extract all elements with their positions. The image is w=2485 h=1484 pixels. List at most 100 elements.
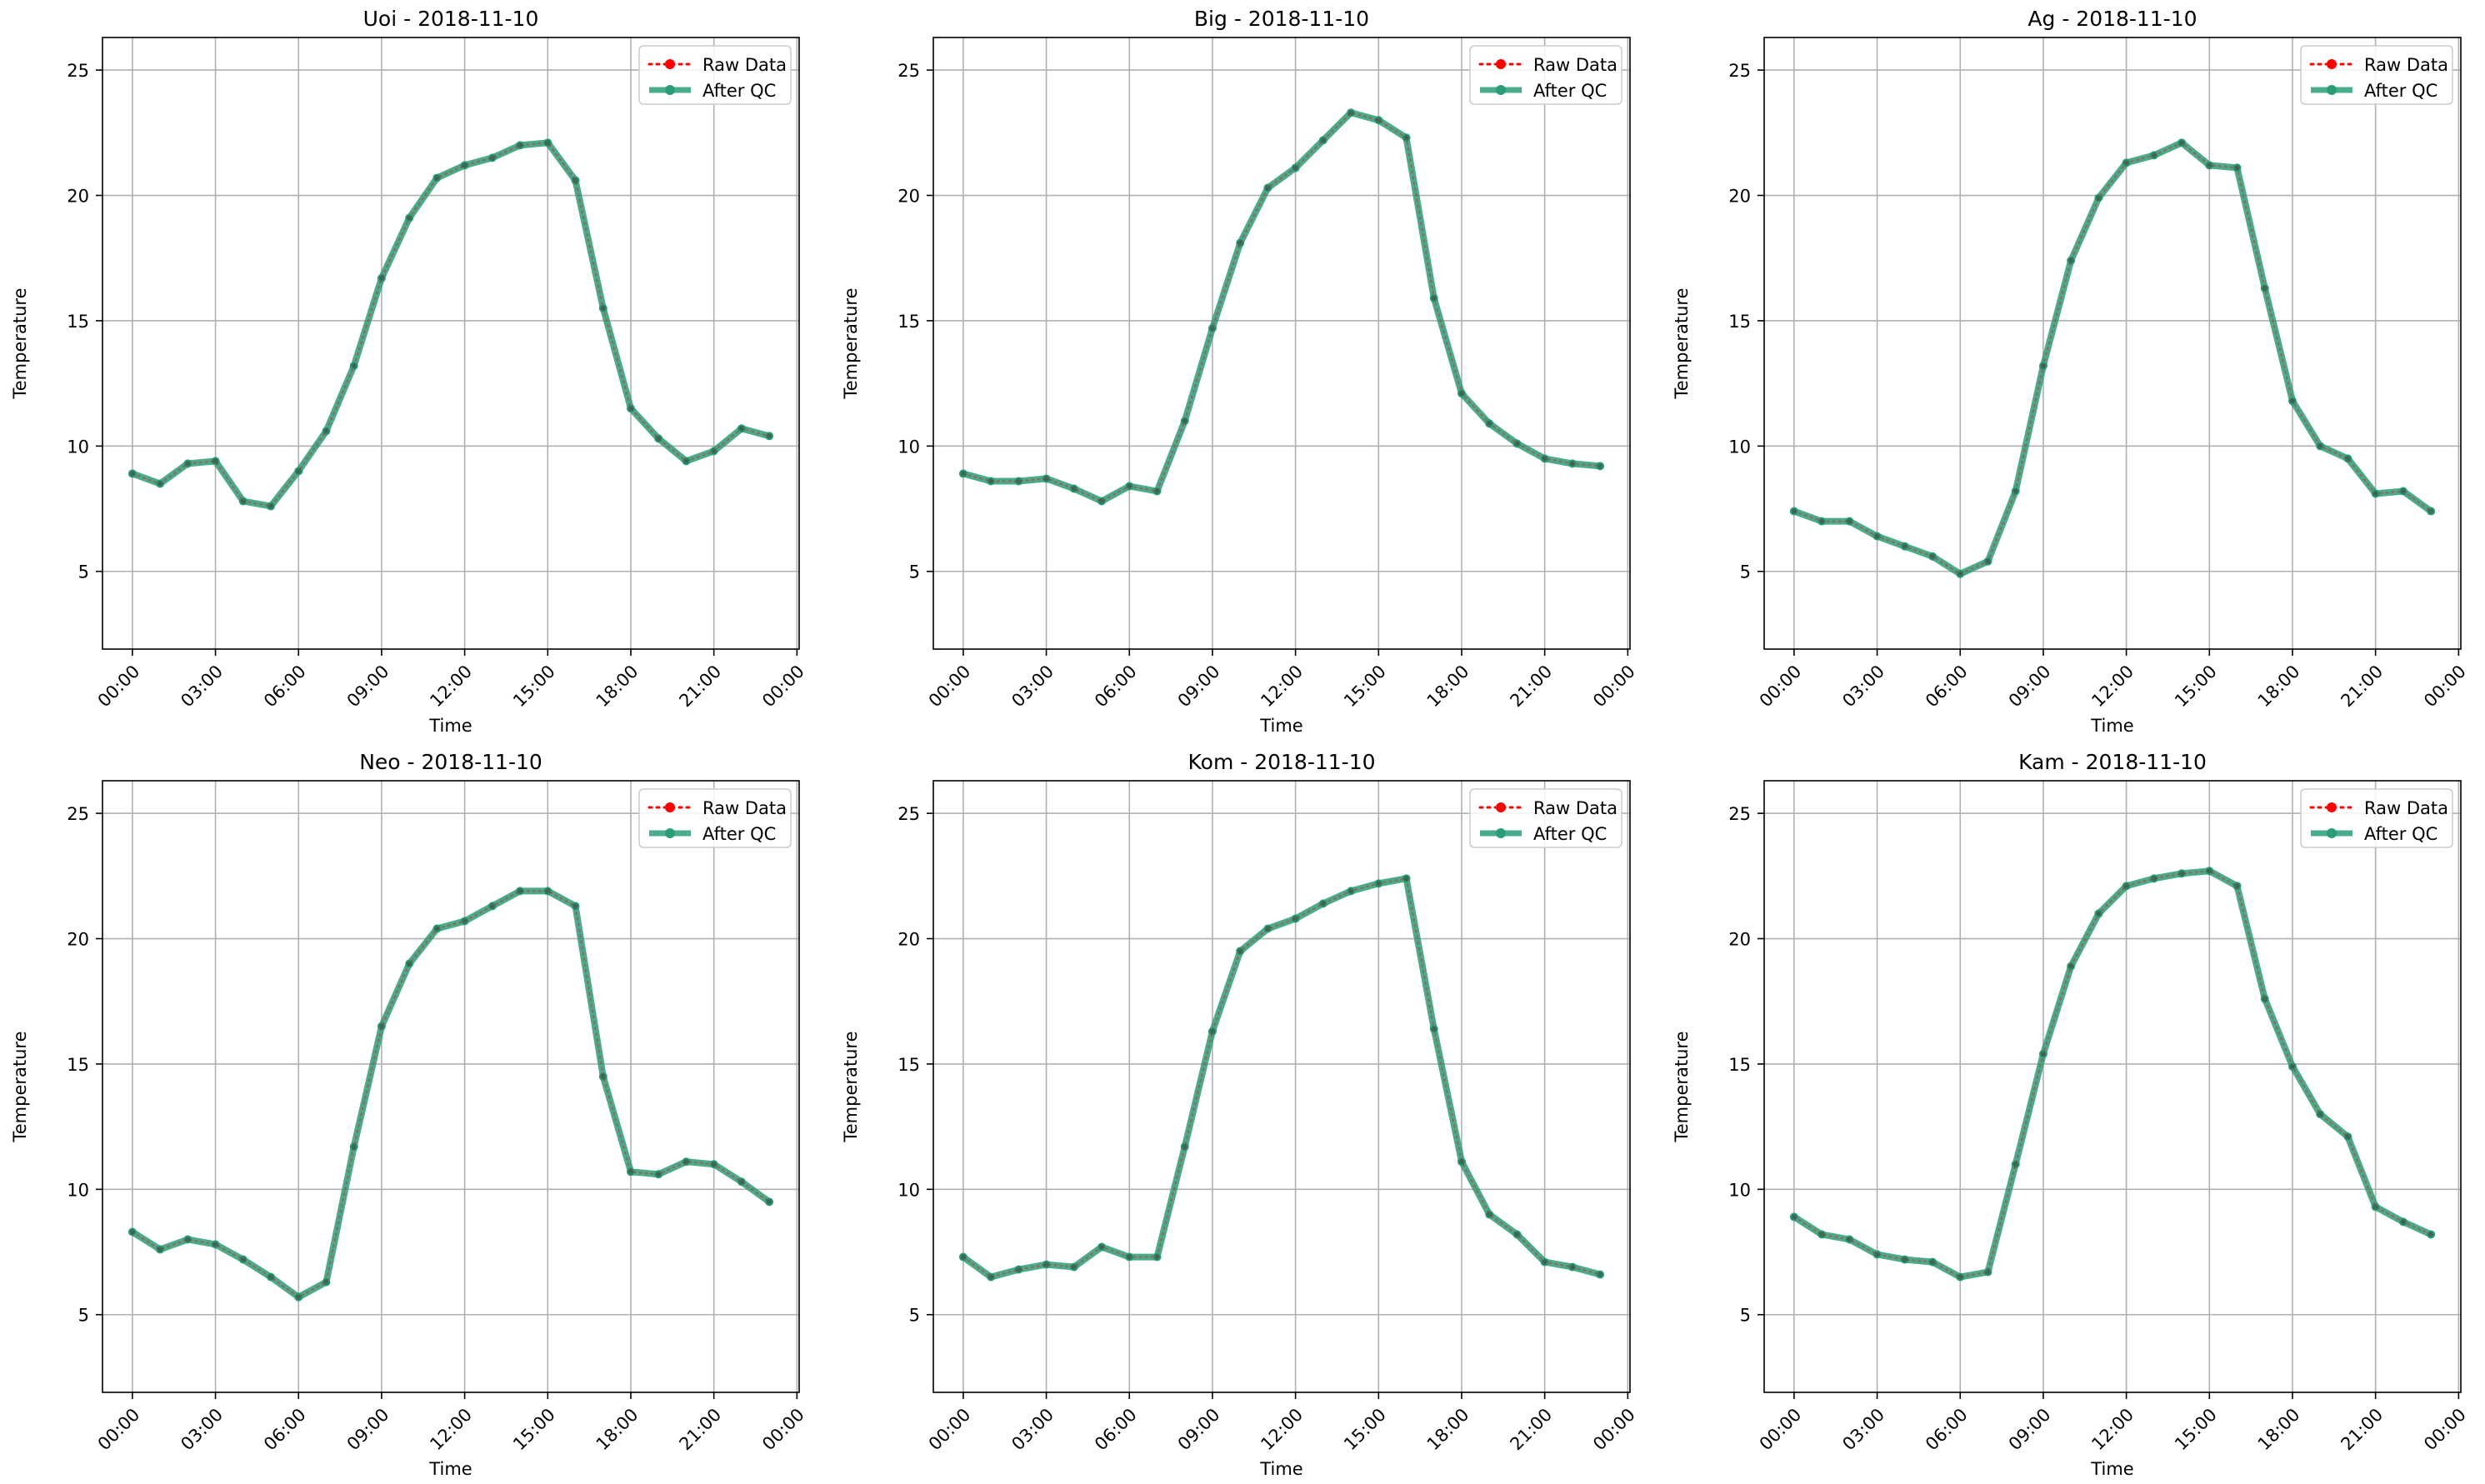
y-tick-label: 25 [1728, 804, 1751, 824]
x-tick-label: 09:00 [2005, 1405, 2055, 1455]
data-point-raw-data [157, 481, 163, 487]
legend-marker-raw-data [1496, 802, 1506, 812]
y-tick-label: 5 [1740, 1306, 1751, 1326]
x-tick-label: 12:00 [1257, 662, 1307, 712]
data-point-raw-data [2178, 871, 2185, 877]
data-point-raw-data [434, 175, 440, 181]
data-point-raw-data [2289, 1063, 2296, 1070]
data-point-raw-data [1431, 1026, 1437, 1032]
x-tick-label: 03:00 [177, 1405, 227, 1455]
data-point-raw-data [988, 478, 994, 484]
data-point-raw-data [517, 142, 523, 148]
data-point-raw-data [1929, 1259, 1936, 1265]
data-point-raw-data [1818, 1232, 1825, 1237]
data-point-raw-data [296, 1294, 302, 1300]
y-axis-label: Temperature [841, 287, 861, 399]
data-point-raw-data [600, 305, 606, 312]
legend-marker-after-qc [665, 828, 675, 838]
series-line-after-qc [1790, 139, 2435, 577]
data-point-raw-data [1847, 518, 1852, 524]
x-tick-label: 12:00 [2088, 662, 2138, 712]
x-axis-label: Time [428, 716, 472, 736]
data-point-raw-data [1265, 926, 1271, 932]
data-point-raw-data [1043, 476, 1049, 482]
x-tick-label: 15:00 [1340, 1405, 1390, 1455]
data-point-raw-data [1154, 1254, 1160, 1260]
legend-label-after-qc: After QC [2364, 824, 2438, 844]
data-point-raw-data [738, 426, 745, 432]
x-tick-label: 03:00 [1838, 662, 1888, 712]
chart-title: Uoi - 2018-11-10 [363, 7, 539, 31]
x-tick-label: 09:00 [343, 1405, 393, 1455]
data-point-raw-data [1403, 135, 1409, 141]
x-tick-label: 21:00 [2337, 662, 2387, 712]
x-tick-label: 00:00 [1756, 1405, 1806, 1455]
chart-title: Kam - 2018-11-10 [2018, 750, 2207, 774]
series-line-after-qc [128, 887, 773, 1301]
chart-panel: 5 10 15 20 25 00:00 03:00 06:00 09:00 12:00 15:00 1… [1672, 750, 2470, 1479]
data-point-raw-data [1791, 508, 1798, 514]
data-point-raw-data [1874, 533, 1880, 539]
data-point-raw-data [2428, 508, 2434, 514]
legend-marker-raw-data [2327, 59, 2337, 69]
data-point-raw-data [2096, 195, 2102, 201]
data-point-raw-data [1542, 1259, 1548, 1265]
data-point-raw-data [1403, 876, 1409, 882]
data-point-raw-data [351, 1143, 357, 1150]
x-tick-label: 06:00 [1922, 662, 1972, 712]
data-point-raw-data [129, 471, 136, 477]
y-tick-label: 20 [898, 187, 920, 207]
data-point-raw-data [1154, 488, 1160, 494]
x-tick-label: 00:00 [1756, 662, 1806, 712]
data-point-raw-data [1902, 1257, 1908, 1262]
data-point-raw-data [517, 888, 523, 894]
data-point-raw-data [960, 1254, 967, 1260]
data-point-raw-data [185, 1237, 191, 1242]
legend-marker-raw-data [665, 59, 675, 69]
data-point-raw-data [766, 433, 772, 439]
x-tick-label: 00:00 [1589, 662, 1639, 712]
data-point-raw-data [1071, 486, 1077, 492]
data-point-raw-data [2040, 1051, 2047, 1057]
y-tick-label: 10 [898, 1180, 920, 1200]
x-tick-label: 06:00 [1922, 1405, 1972, 1455]
y-axis-label: Temperature [1672, 287, 1692, 399]
series-line-raw-data [131, 141, 771, 507]
data-point-raw-data [406, 961, 412, 967]
y-tick-label: 20 [898, 930, 920, 950]
y-tick-label: 10 [1728, 437, 1751, 457]
data-point-raw-data [572, 903, 578, 909]
y-tick-label: 20 [1728, 187, 1751, 207]
chart-panel: 5 10 15 20 25 00:00 03:00 06:00 09:00 12:00 15:00 1… [10, 750, 808, 1479]
data-point-raw-data [1847, 1237, 1852, 1242]
legend-label-raw-data: Raw Data [2364, 798, 2448, 818]
chart-panel: 5 10 15 20 25 00:00 03:00 06:00 09:00 12:00 15:00 1… [1672, 7, 2470, 736]
data-point-raw-data [2400, 1219, 2407, 1225]
data-point-raw-data [1958, 1274, 1963, 1280]
x-tick-label: 15:00 [509, 662, 559, 712]
y-tick-label: 5 [78, 562, 89, 582]
data-point-raw-data [683, 458, 689, 464]
legend-label-raw-data: Raw Data [2364, 55, 2448, 75]
data-point-raw-data [268, 503, 274, 509]
data-point-raw-data [738, 1179, 745, 1185]
y-tick-label: 15 [898, 1055, 920, 1075]
data-point-raw-data [1874, 1252, 1880, 1257]
data-point-raw-data [1348, 888, 1354, 894]
data-point-raw-data [766, 1199, 772, 1205]
y-tick-label: 15 [1728, 312, 1751, 332]
data-point-raw-data [1182, 1143, 1188, 1150]
data-point-raw-data [600, 1073, 606, 1080]
data-point-raw-data [2372, 491, 2378, 497]
data-point-raw-data [323, 428, 329, 434]
data-point-raw-data [2289, 397, 2296, 404]
x-tick-label: 00:00 [2420, 1405, 2470, 1455]
series-line-after-qc [128, 139, 773, 510]
x-tick-label: 03:00 [1008, 1405, 1058, 1455]
chart-panel: 5 10 15 20 25 00:00 03:00 06:00 09:00 12:00 15:00 1… [841, 7, 1639, 736]
data-point-raw-data [2123, 160, 2129, 166]
y-tick-label: 25 [898, 61, 920, 81]
x-tick-label: 21:00 [675, 1405, 725, 1455]
x-tick-label: 03:00 [1838, 1405, 1888, 1455]
series-line-raw-data [131, 890, 771, 1299]
